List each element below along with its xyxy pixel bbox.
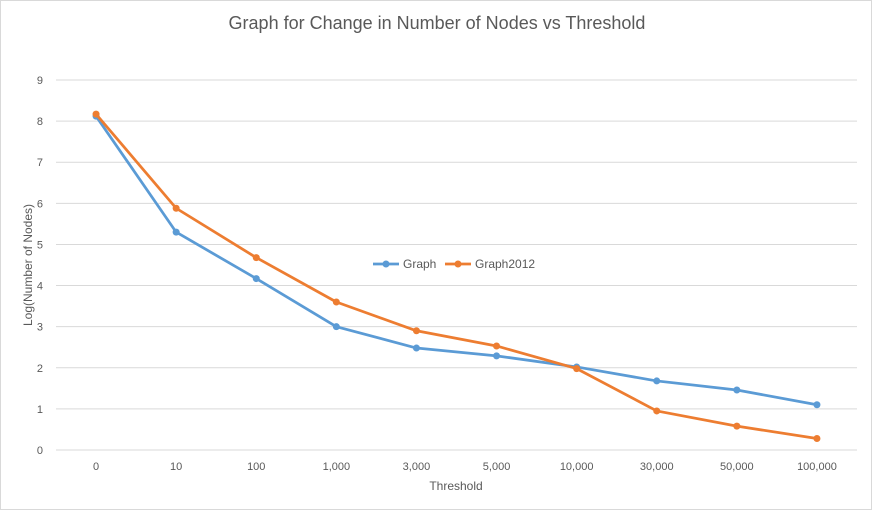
- series-line: [94, 115, 818, 407]
- legend-marker: [382, 260, 390, 268]
- data-point: [653, 407, 661, 415]
- x-axis-ticks: 0 10 100 1,000 3,000 5,000 10,000 30,000 50,000 1…: [93, 461, 837, 473]
- series-line: [95, 113, 818, 440]
- data-point: [733, 422, 741, 430]
- data-point: [172, 228, 180, 236]
- y-tick-label: 7: [37, 157, 43, 169]
- gridlines: [56, 79, 857, 451]
- data-point: [813, 401, 821, 409]
- x-axis-label: Threshold: [429, 479, 482, 493]
- y-tick-label: 3: [37, 322, 43, 334]
- y-axis-label: Log(Number of Nodes): [21, 204, 35, 326]
- data-point: [332, 323, 340, 331]
- series-graph2012: [92, 110, 821, 442]
- y-tick-label: 0: [37, 445, 43, 457]
- legend: Graph Graph2012: [373, 257, 535, 271]
- data-point: [493, 352, 501, 360]
- data-point: [412, 344, 420, 352]
- y-tick-label: 6: [37, 198, 43, 210]
- series-graph: [92, 112, 821, 409]
- data-point: [172, 204, 180, 212]
- legend-marker: [454, 260, 462, 268]
- data-point: [252, 254, 260, 262]
- data-point: [813, 434, 821, 442]
- y-axis-ticks: 0 1 2 3 4 5 6 7 8 9: [37, 75, 43, 457]
- y-tick-label: 5: [37, 239, 43, 251]
- series-lines: [92, 110, 821, 442]
- legend-label: Graph2012: [475, 257, 535, 271]
- data-point: [493, 342, 501, 350]
- y-tick-label: 9: [37, 75, 43, 87]
- x-tick-label: 100,000: [797, 461, 837, 473]
- y-tick-label: 2: [37, 363, 43, 375]
- x-tick-label: 1,000: [323, 461, 351, 473]
- x-tick-label: 100: [247, 461, 265, 473]
- data-point: [92, 110, 100, 118]
- data-point: [653, 377, 661, 385]
- y-tick-label: 1: [37, 404, 43, 416]
- x-tick-label: 5,000: [483, 461, 511, 473]
- x-tick-label: 30,000: [640, 461, 674, 473]
- x-tick-label: 0: [93, 461, 99, 473]
- data-point: [252, 275, 260, 283]
- x-tick-label: 50,000: [720, 461, 754, 473]
- data-point: [332, 298, 340, 306]
- data-point: [573, 365, 581, 373]
- y-tick-label: 4: [37, 281, 43, 293]
- x-tick-label: 3,000: [403, 461, 431, 473]
- x-tick-label: 10,000: [560, 461, 594, 473]
- x-tick-label: 10: [170, 461, 182, 473]
- data-point: [733, 386, 741, 394]
- chart-title: Graph for Change in Number of Nodes vs T…: [229, 13, 646, 33]
- data-point: [412, 327, 420, 335]
- legend-label: Graph: [403, 257, 436, 271]
- y-tick-label: 8: [37, 116, 43, 128]
